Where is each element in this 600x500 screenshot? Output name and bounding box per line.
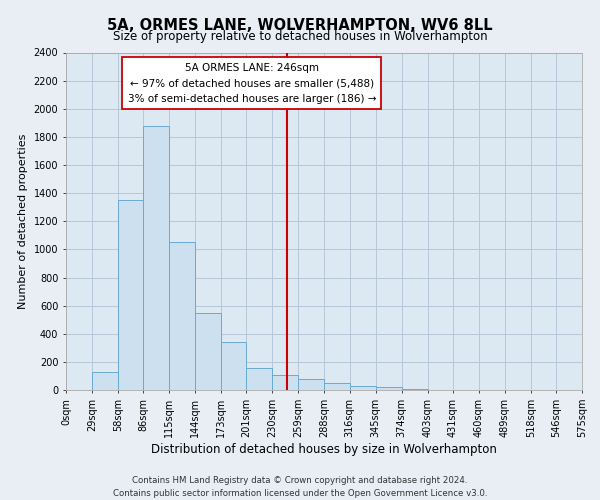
Bar bbox=[325, 383, 350, 390]
Bar bbox=[376, 387, 401, 390]
Bar bbox=[401, 389, 428, 390]
Text: 5A ORMES LANE: 246sqm
← 97% of detached houses are smaller (5,488)
3% of semi-de: 5A ORMES LANE: 246sqm ← 97% of detached … bbox=[128, 62, 376, 104]
Bar bbox=[195, 312, 221, 390]
Bar bbox=[272, 375, 298, 390]
Bar bbox=[350, 386, 376, 390]
Bar bbox=[92, 372, 118, 390]
Bar bbox=[221, 342, 247, 390]
Bar bbox=[298, 380, 325, 390]
X-axis label: Distribution of detached houses by size in Wolverhampton: Distribution of detached houses by size … bbox=[151, 442, 497, 456]
Bar bbox=[118, 200, 143, 390]
Y-axis label: Number of detached properties: Number of detached properties bbox=[18, 134, 28, 309]
Bar bbox=[247, 368, 272, 390]
Bar bbox=[169, 242, 195, 390]
Text: Contains HM Land Registry data © Crown copyright and database right 2024.
Contai: Contains HM Land Registry data © Crown c… bbox=[113, 476, 487, 498]
Text: Size of property relative to detached houses in Wolverhampton: Size of property relative to detached ho… bbox=[113, 30, 487, 43]
Bar bbox=[143, 126, 169, 390]
Text: 5A, ORMES LANE, WOLVERHAMPTON, WV6 8LL: 5A, ORMES LANE, WOLVERHAMPTON, WV6 8LL bbox=[107, 18, 493, 32]
